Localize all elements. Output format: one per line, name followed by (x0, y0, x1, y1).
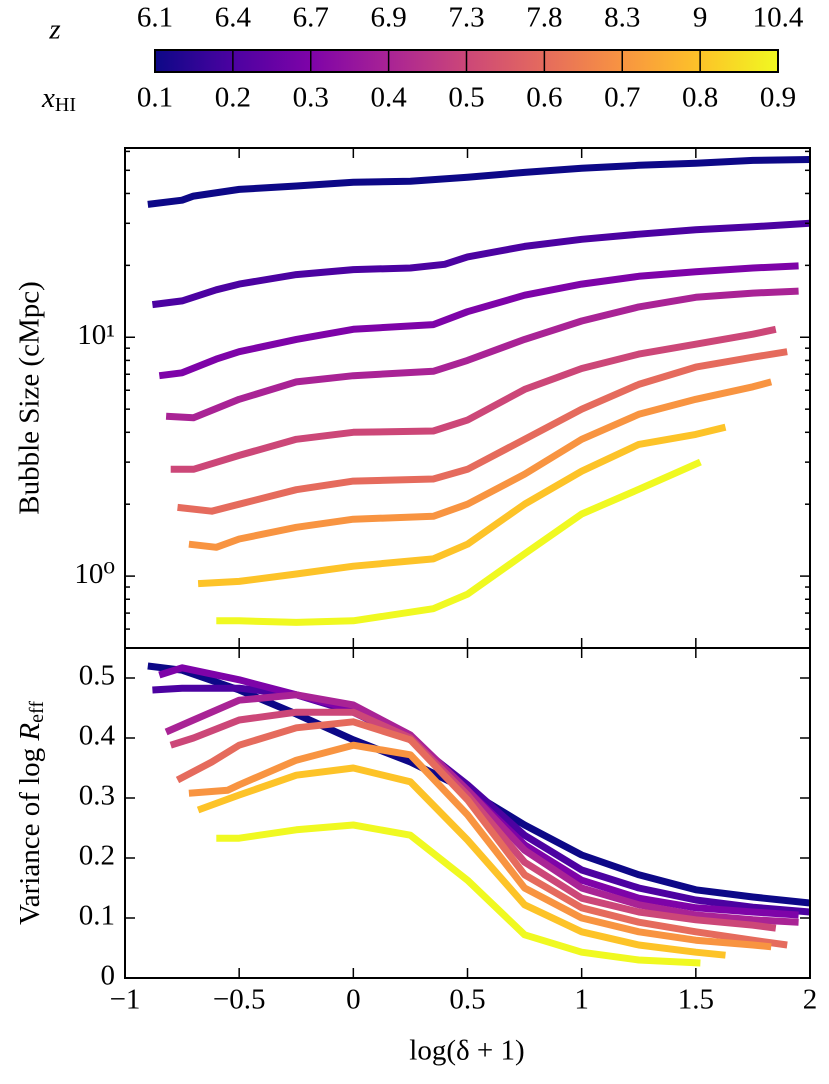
y-tick-label: 10⁰ (74, 558, 115, 590)
colorbar-x-tick-label: 0.6 (526, 82, 562, 114)
colorbar-x-tick-label: 0.9 (760, 82, 796, 114)
line (170, 325, 777, 473)
colorbar-z-tick-label: 6.1 (137, 2, 173, 34)
y-label-sub: eff (26, 701, 48, 723)
x-tick-label: −0.5 (213, 984, 266, 1016)
line (196, 764, 726, 959)
colorbar-z-tick-label: 6.4 (215, 2, 252, 34)
line (165, 287, 799, 422)
colorbar-z-tick-label: 6.7 (293, 2, 329, 34)
y-tick-label: 10¹ (77, 319, 115, 351)
colorbar-x-tick-label: 0.7 (604, 82, 640, 114)
line (188, 378, 773, 551)
y-axis-label: Variance of log Reff (14, 701, 48, 925)
line (152, 684, 810, 916)
y-tick-label: 0 (101, 960, 116, 992)
colorbar-x-label: xHI (41, 82, 76, 116)
line (151, 219, 810, 309)
colorbar-x-tick-label: 0.4 (371, 82, 408, 114)
y-tick-label: 0.4 (79, 720, 116, 752)
colorbar-z-tick-label: 10.4 (753, 2, 804, 34)
line (188, 741, 772, 951)
y-label-text: Variance of log (14, 748, 46, 925)
y-tick-label: 0.5 (79, 660, 115, 692)
x-tick-label: 1.5 (678, 984, 714, 1016)
y-label-var: R (14, 723, 46, 742)
colorbar-z-tick-label: 9 (693, 2, 708, 34)
x-tick-label: 1 (574, 984, 589, 1016)
y-axis-label: Bubble Size (cMpc) (14, 281, 46, 515)
colorbar-z-tick-label: 6.9 (371, 2, 407, 34)
colorbar-z-tick-label: 7.8 (526, 2, 562, 34)
line (197, 423, 727, 588)
colorbar-x-tick-label: 0.8 (682, 82, 718, 114)
line (216, 458, 702, 626)
colorbar-z-tick-label: 7.3 (448, 2, 484, 34)
x-tick-label: 0 (346, 984, 361, 1016)
y-tick-label: 0.3 (79, 780, 115, 812)
line (158, 262, 799, 380)
x-tick-label: 0.5 (449, 984, 485, 1016)
x-tick-label: 2 (803, 984, 818, 1016)
line (177, 348, 788, 515)
colorbar-x-tick-label: 0.3 (293, 82, 329, 114)
colorbar-z-label: z (48, 14, 60, 46)
line (216, 821, 701, 967)
plot-area (147, 662, 810, 967)
y-tick-label: 0.2 (79, 840, 115, 872)
x-label-main: x (41, 82, 55, 114)
line (147, 156, 810, 208)
colorbar-x-tick-label: 0.1 (137, 82, 173, 114)
plot-area (147, 156, 810, 626)
line (175, 718, 788, 949)
x-label-sub: HI (55, 94, 76, 116)
colorbar-x-tick-label: 0.5 (448, 82, 484, 114)
x-tick-label: −1 (110, 984, 141, 1016)
x-axis-label: log(δ + 1) (409, 1035, 524, 1067)
y-tick-label: 0.1 (79, 900, 115, 932)
colorbar-x-tick-label: 0.2 (215, 82, 251, 114)
colorbar-z-tick-label: 8.3 (604, 2, 640, 34)
